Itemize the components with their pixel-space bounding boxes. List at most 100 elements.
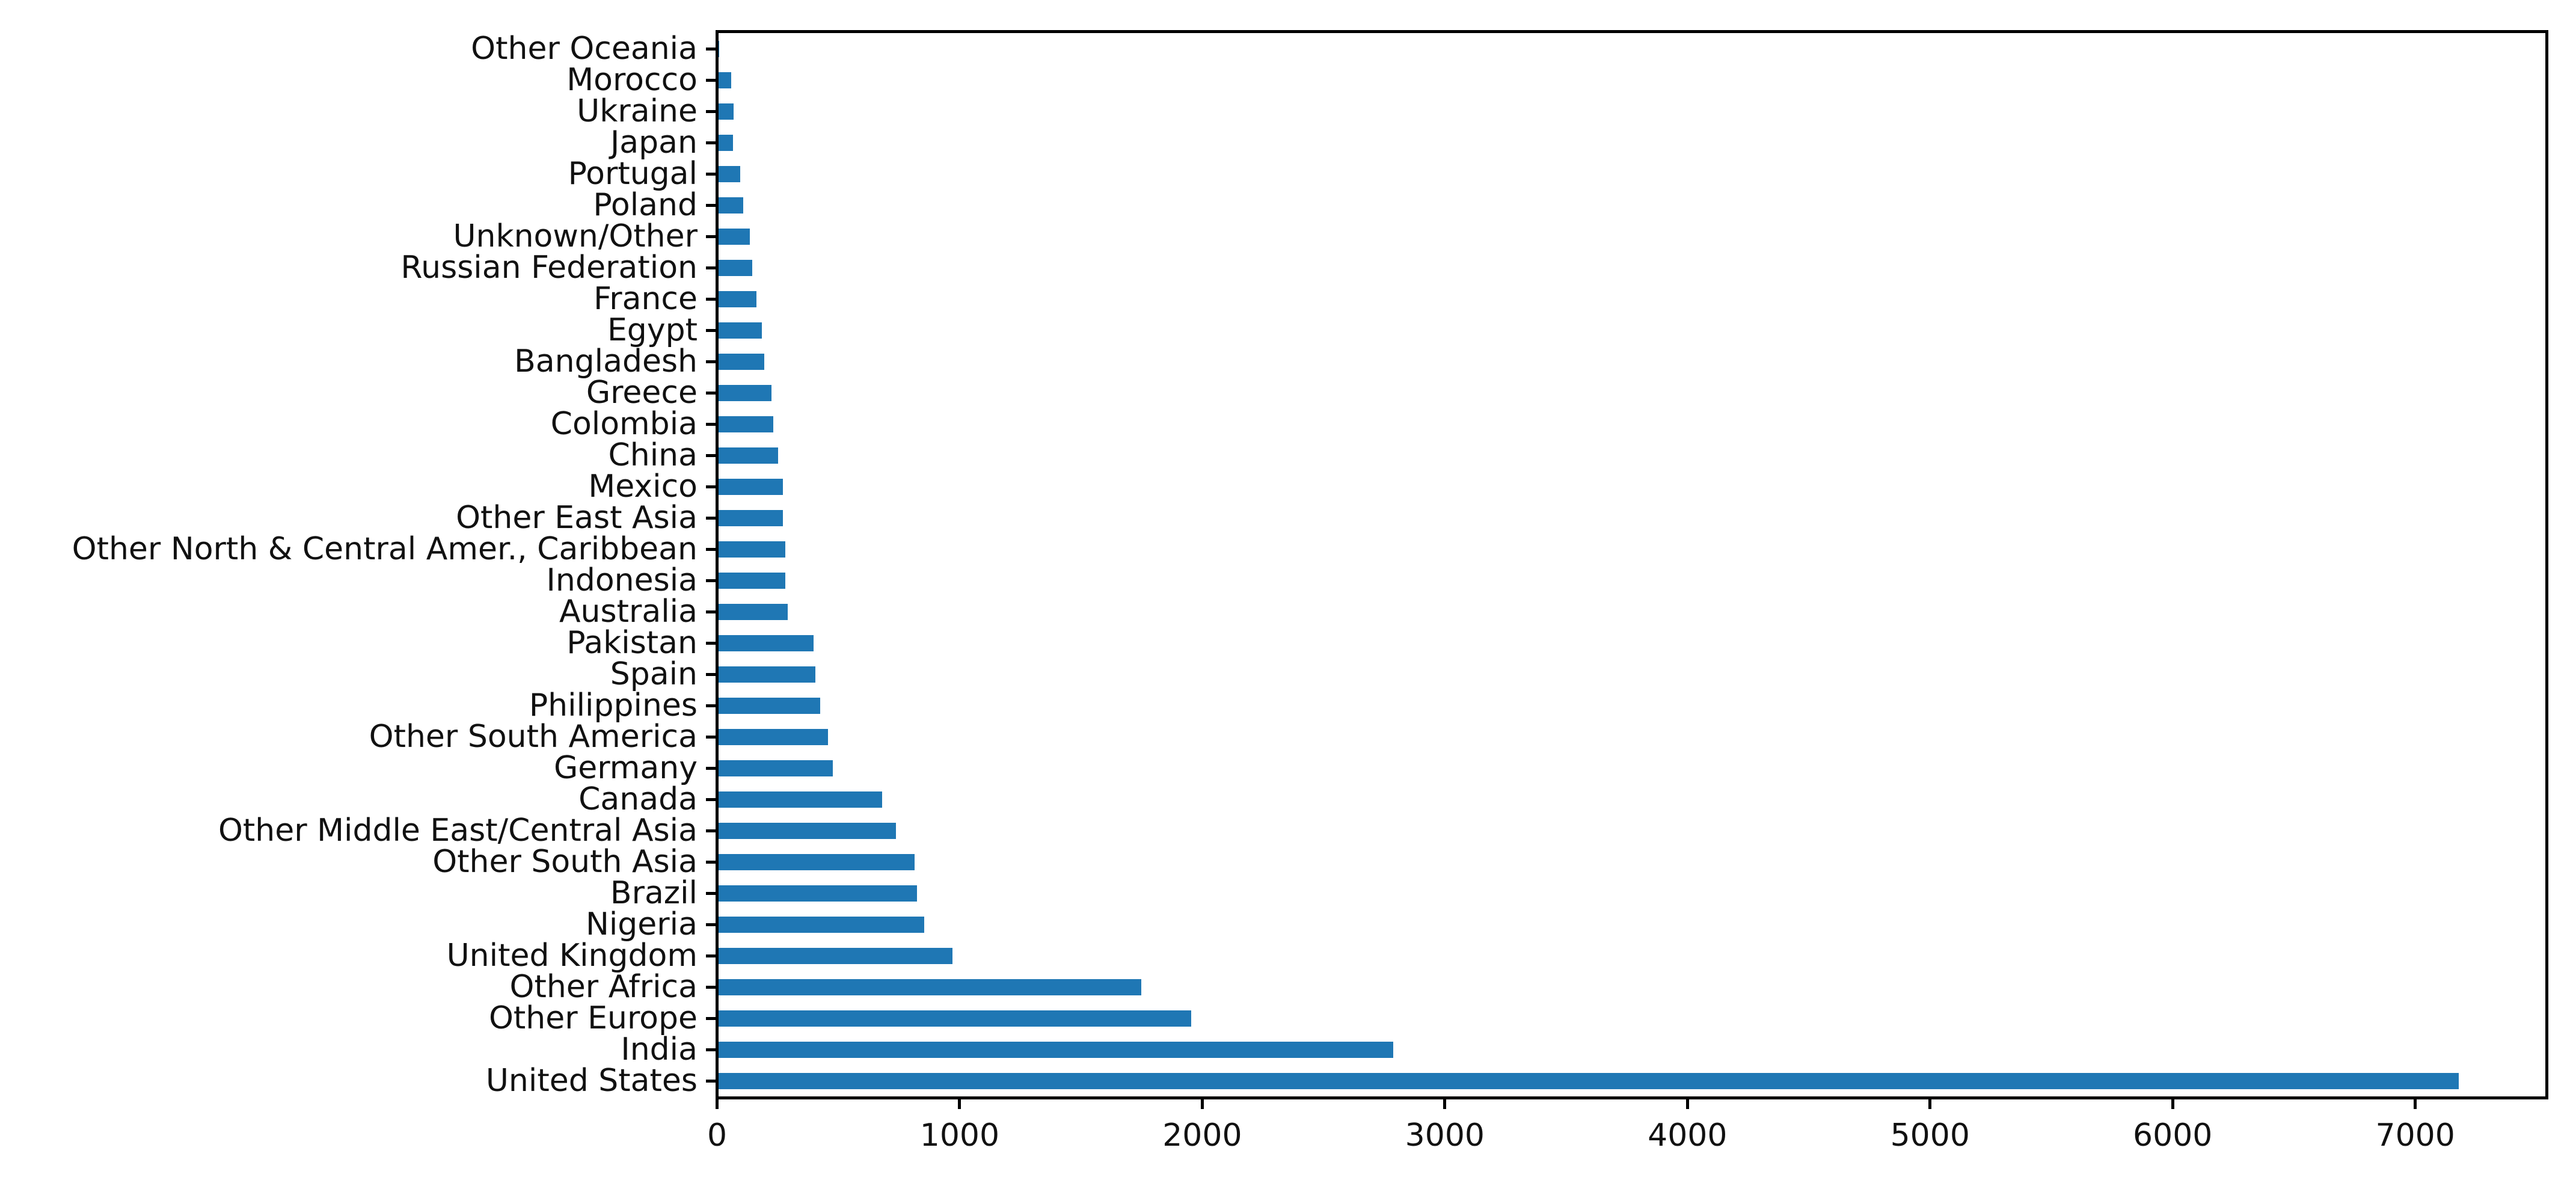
y-tick-mark: [706, 235, 716, 238]
x-tick-label: 0: [707, 1117, 728, 1154]
y-tick-label: Ukraine: [577, 93, 698, 129]
y-tick-mark: [706, 672, 716, 676]
bar-other-south-asia: [719, 853, 915, 870]
y-tick-label: Canada: [578, 781, 698, 817]
x-tick-label: 6000: [2133, 1117, 2213, 1154]
bar-nigeria: [719, 916, 924, 933]
y-tick-label: Russian Federation: [400, 250, 698, 286]
bar-philippines: [719, 697, 821, 714]
bar-india: [719, 1041, 1394, 1058]
x-tick-label: 5000: [1890, 1117, 1970, 1154]
y-tick-mark: [706, 1016, 716, 1020]
y-tick-label: Spain: [610, 656, 698, 692]
bar-other-east-asia: [719, 509, 783, 526]
bar-other-north-central-amer-caribbean: [719, 541, 785, 558]
y-tick-mark: [706, 47, 716, 51]
bar-australia: [719, 603, 788, 620]
bar-poland: [719, 197, 743, 214]
y-tick-mark: [706, 141, 716, 144]
bar-china: [719, 447, 779, 464]
y-tick-mark: [706, 610, 716, 613]
bar-mexico: [719, 478, 783, 495]
x-tick-label: 1000: [919, 1117, 1000, 1154]
y-tick-label: Other Middle East/Central Asia: [218, 813, 698, 849]
x-tick-mark: [1443, 1099, 1447, 1109]
bar-united-states: [719, 1072, 2459, 1089]
bar-france: [719, 290, 757, 307]
x-tick-label: 4000: [1648, 1117, 1728, 1154]
y-tick-label: Morocco: [566, 62, 698, 98]
x-tick-mark: [958, 1099, 961, 1109]
y-tick-mark: [706, 360, 716, 363]
bar-germany: [719, 760, 833, 776]
x-tick-label: 3000: [1405, 1117, 1485, 1154]
y-tick-label: Bangladesh: [514, 343, 698, 380]
y-tick-label: Other South America: [369, 719, 698, 755]
x-tick-mark: [1928, 1099, 1932, 1109]
bar-japan: [719, 134, 734, 151]
bar-other-middle-east-central-asia: [719, 822, 896, 839]
y-tick-mark: [706, 391, 716, 395]
x-tick-mark: [1200, 1099, 1204, 1109]
y-tick-mark: [706, 109, 716, 113]
y-tick-label: United States: [485, 1063, 698, 1099]
y-tick-label: Other East Asia: [456, 500, 698, 536]
y-tick-mark: [706, 641, 716, 645]
y-tick-mark: [706, 891, 716, 895]
bar-bangladesh: [719, 353, 764, 370]
y-tick-mark: [706, 328, 716, 332]
y-tick-mark: [706, 266, 716, 269]
x-tick-mark: [1685, 1099, 1689, 1109]
y-tick-mark: [706, 172, 716, 176]
bar-brazil: [719, 885, 918, 902]
y-tick-mark: [706, 453, 716, 457]
y-tick-label: Poland: [593, 187, 698, 223]
y-axis-labels: Other Oceania Morocco Ukraine Japan Portugal…: [0, 0, 698, 1177]
plot-area: [716, 30, 2548, 1099]
y-tick-mark: [706, 547, 716, 551]
y-tick-label: Colombia: [550, 406, 698, 442]
y-tick-label: United Kingdom: [446, 938, 698, 974]
y-tick-label: Indonesia: [546, 562, 698, 598]
y-tick-mark: [706, 860, 716, 864]
bar-portugal: [719, 165, 741, 182]
y-tick-label: China: [608, 437, 698, 473]
x-tick-mark: [716, 1099, 719, 1109]
y-tick-label: Germany: [553, 750, 698, 786]
bar-pakistan: [719, 635, 814, 651]
bar-spain: [719, 666, 816, 683]
y-tick-label: Egypt: [607, 312, 698, 348]
y-tick-mark: [706, 203, 716, 207]
y-tick-mark: [706, 297, 716, 301]
y-tick-label: Other Africa: [509, 969, 698, 1005]
y-tick-label: Other Oceania: [471, 31, 698, 67]
bar-greece: [719, 384, 771, 401]
x-tick-mark: [2171, 1099, 2174, 1109]
x-tick-mark: [2414, 1099, 2417, 1109]
bar-unknown-other: [719, 228, 750, 245]
y-tick-mark: [706, 766, 716, 770]
y-tick-label: Nigeria: [585, 906, 698, 942]
y-tick-label: India: [621, 1031, 698, 1068]
y-tick-mark: [706, 923, 716, 926]
y-tick-label: Other South Asia: [432, 844, 698, 880]
bar-ukraine: [719, 103, 734, 120]
bar-canada: [719, 791, 882, 808]
y-tick-mark: [706, 735, 716, 739]
bar-morocco: [719, 72, 731, 88]
bar-other-europe: [719, 1010, 1191, 1027]
x-tick-label: 2000: [1162, 1117, 1242, 1154]
y-tick-mark: [706, 1048, 716, 1051]
bar-other-south-america: [719, 728, 828, 745]
bar-russian-federation: [719, 259, 752, 276]
bar-other-africa: [719, 979, 1142, 995]
y-tick-mark: [706, 829, 716, 832]
y-tick-label: Greece: [586, 375, 698, 411]
x-tick-label: 7000: [2375, 1117, 2455, 1154]
y-tick-label: Mexico: [588, 469, 698, 505]
y-tick-mark: [706, 1079, 716, 1083]
y-tick-label: Japan: [610, 124, 698, 161]
y-tick-mark: [706, 797, 716, 801]
y-tick-mark: [706, 579, 716, 582]
